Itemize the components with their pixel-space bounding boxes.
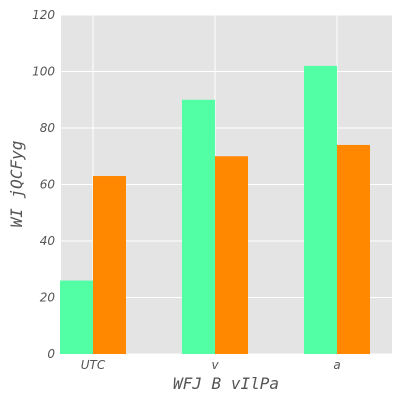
- y-tick-label: 60: [40, 178, 56, 192]
- y-tick-label: 0: [47, 347, 55, 361]
- x-tick-label: a: [333, 358, 340, 372]
- y-tick-labels: 0 20 40 60 80 100 120: [32, 8, 55, 361]
- x-axis-label: WFJ B vIlPa: [173, 374, 279, 393]
- bar-series-2: [93, 176, 126, 354]
- x-tick-labels: UTC v a: [81, 358, 341, 372]
- bar-series-1: [304, 65, 337, 354]
- y-tick-label: 40: [40, 234, 56, 248]
- y-tick-label: 80: [40, 121, 56, 135]
- x-tick-label: UTC: [81, 358, 106, 372]
- bar-series-1: [60, 280, 93, 354]
- x-tick-label: v: [211, 358, 219, 372]
- y-tick-label: 20: [40, 291, 56, 305]
- y-tick-label: 100: [32, 65, 55, 79]
- y-axis-label: WI jQCFyg: [7, 141, 26, 228]
- y-tick-label: 120: [32, 8, 55, 22]
- bar-series-2: [337, 144, 370, 354]
- bar-series-1: [182, 99, 215, 354]
- bar-series-2: [215, 156, 248, 354]
- bars: [60, 65, 370, 354]
